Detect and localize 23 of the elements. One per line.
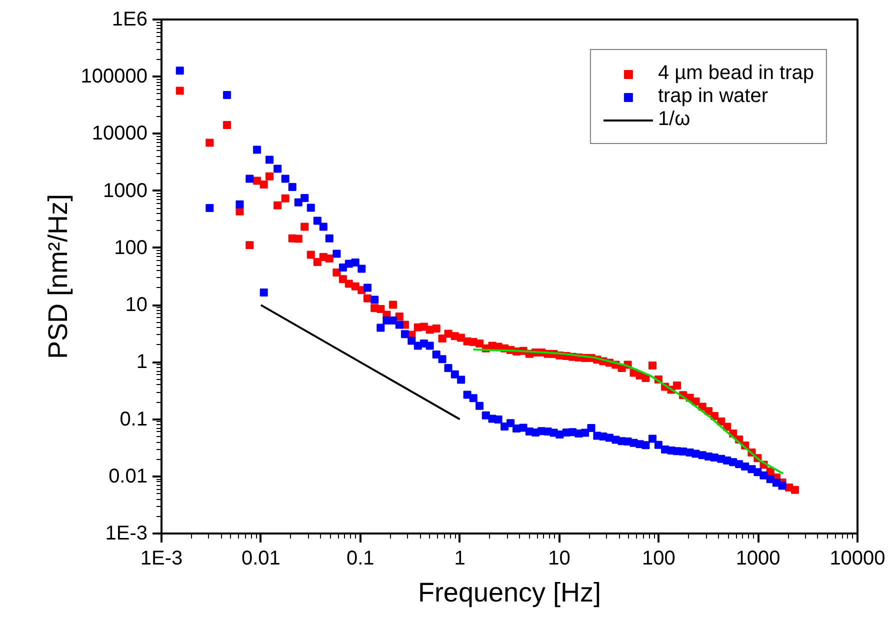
- x-tick-label: 0.1: [346, 548, 374, 570]
- legend-label: 4 µm bead in trap: [658, 62, 814, 85]
- y-tick-label: 0.1: [120, 408, 148, 430]
- x-tick-label: 100: [642, 548, 676, 570]
- y-tick-label: 1: [136, 351, 148, 374]
- legend-label: trap in water: [658, 85, 768, 108]
- x-tick-label: 10: [548, 548, 570, 570]
- x-tick-label: 1000: [736, 548, 780, 570]
- y-tick-label: 1E6: [112, 8, 148, 30]
- x-tick-label: 1E-3: [140, 548, 183, 570]
- y-tick-label: 1E-3: [105, 522, 148, 544]
- x-tick-label: 10000: [830, 548, 886, 570]
- x-tick-label: 0.01: [241, 548, 280, 570]
- y-axis-title: PSD [nm²/Hz]: [42, 194, 73, 360]
- legend-label: 1/ω: [658, 108, 690, 131]
- y-tick-label: 0.01: [108, 465, 148, 488]
- y-tick-label: 1000: [103, 180, 148, 202]
- y-tick-label: 10000: [92, 122, 148, 145]
- y-tick-label: 100000: [80, 66, 148, 88]
- y-tick-label: 100: [114, 236, 148, 259]
- x-axis-title: Frequency [Hz]: [418, 578, 602, 608]
- y-tick-label: 10: [125, 294, 148, 316]
- x-tick-label: 1: [454, 548, 466, 570]
